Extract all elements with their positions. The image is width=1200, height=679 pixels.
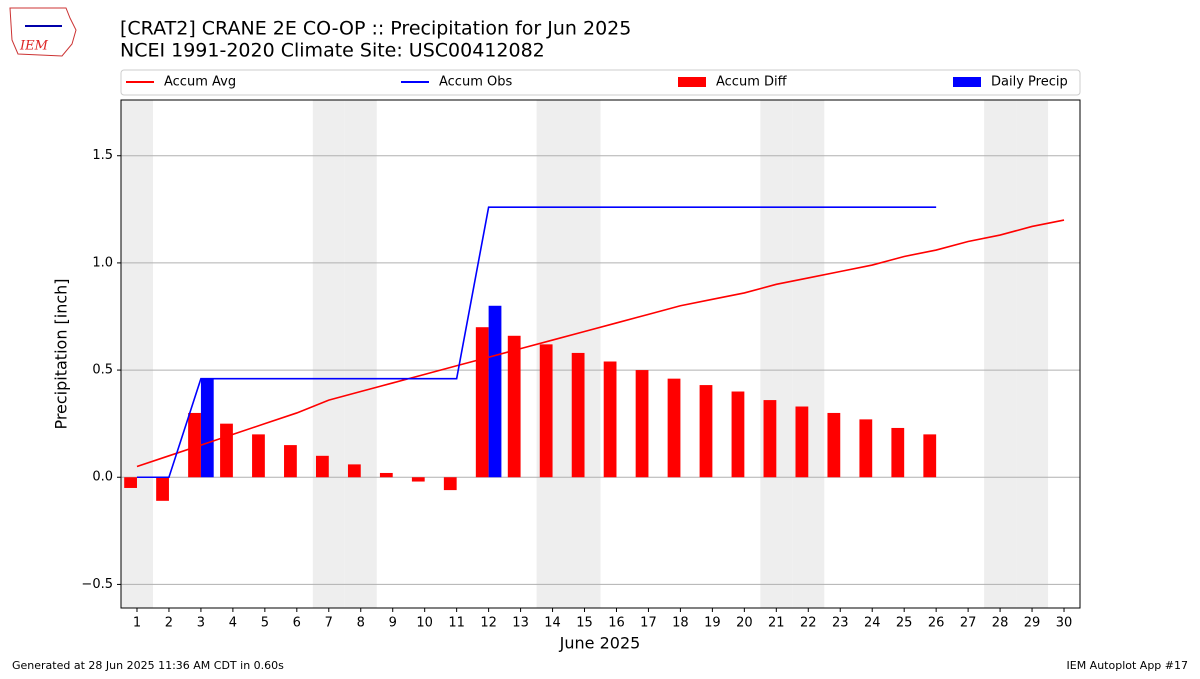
bar bbox=[827, 412, 841, 478]
y-tick-label: −0.5 bbox=[81, 577, 113, 592]
x-tick-label: 19 bbox=[704, 616, 721, 631]
legend-label: Accum Avg bbox=[164, 75, 236, 90]
x-tick-label: 8 bbox=[357, 616, 365, 631]
x-tick-label: 7 bbox=[325, 616, 333, 631]
weekend-shade bbox=[121, 100, 153, 608]
bar bbox=[347, 464, 361, 478]
legend-label: Accum Obs bbox=[439, 75, 512, 90]
x-tick-label: 28 bbox=[992, 616, 1009, 631]
legend-label: Accum Diff bbox=[716, 75, 788, 90]
x-tick-label: 16 bbox=[608, 616, 625, 631]
weekend-shade bbox=[1016, 100, 1049, 608]
x-tick-label: 30 bbox=[1056, 616, 1073, 631]
x-axis-label: June 2025 bbox=[559, 634, 641, 653]
bar bbox=[507, 335, 521, 478]
footer-right: IEM Autoplot App #17 bbox=[1067, 659, 1189, 672]
x-tick-label: 27 bbox=[960, 616, 977, 631]
bar bbox=[763, 400, 777, 478]
plot-frame bbox=[120, 99, 1081, 609]
bar bbox=[252, 434, 265, 478]
logo-text: IEM bbox=[19, 39, 49, 54]
bar bbox=[699, 385, 713, 478]
x-tick-label: 21 bbox=[768, 616, 785, 631]
line bbox=[136, 219, 1065, 468]
weekend-shade bbox=[792, 100, 825, 608]
x-tick-label: 15 bbox=[576, 616, 593, 631]
x-tick-label: 4 bbox=[229, 616, 237, 631]
x-tick-label: 24 bbox=[864, 616, 881, 631]
legend-swatch bbox=[953, 77, 981, 87]
bar bbox=[475, 327, 489, 478]
legend-box bbox=[120, 69, 1081, 96]
footer-left: Generated at 28 Jun 2025 11:36 AM CDT in… bbox=[12, 659, 284, 672]
legend-swatch bbox=[678, 77, 706, 87]
x-tick-label: 26 bbox=[928, 616, 945, 631]
y-tick-label: 1.5 bbox=[92, 148, 113, 163]
x-tick-label: 20 bbox=[736, 616, 753, 631]
bar bbox=[635, 370, 649, 478]
x-tick-label: 17 bbox=[640, 616, 657, 631]
y-tick-label: 0.5 bbox=[92, 363, 113, 378]
x-tick-label: 6 bbox=[293, 616, 301, 631]
bar bbox=[284, 445, 297, 478]
bar bbox=[603, 361, 617, 478]
x-tick-label: 1 bbox=[133, 616, 141, 631]
weekend-shade bbox=[760, 100, 793, 608]
bar bbox=[571, 352, 585, 478]
bar bbox=[220, 423, 233, 478]
chart-subtitle: NCEI 1991-2020 Climate Site: USC00412082 bbox=[120, 40, 545, 62]
y-tick-label: 1.0 bbox=[92, 255, 113, 270]
x-tick-label: 3 bbox=[197, 616, 205, 631]
bar bbox=[859, 419, 873, 478]
weekend-shade bbox=[344, 100, 377, 608]
y-tick-label: 0.0 bbox=[92, 470, 113, 485]
x-tick-label: 11 bbox=[448, 616, 465, 631]
weekend-shade bbox=[984, 100, 1017, 608]
bar bbox=[156, 477, 169, 501]
bar bbox=[200, 378, 214, 478]
x-tick-label: 9 bbox=[389, 616, 397, 631]
x-tick-label: 25 bbox=[896, 616, 913, 631]
weekend-shade bbox=[312, 100, 345, 608]
bar bbox=[923, 434, 937, 478]
bar bbox=[124, 477, 137, 488]
bar bbox=[795, 406, 809, 478]
bar bbox=[731, 391, 745, 478]
bar bbox=[443, 477, 457, 491]
line bbox=[136, 206, 937, 479]
bar bbox=[379, 472, 393, 478]
x-tick-label: 22 bbox=[800, 616, 817, 631]
bar bbox=[411, 477, 425, 482]
x-tick-label: 13 bbox=[512, 616, 529, 631]
bar bbox=[667, 378, 681, 478]
bar bbox=[539, 344, 553, 478]
x-tick-label: 12 bbox=[480, 616, 497, 631]
x-tick-label: 18 bbox=[672, 616, 689, 631]
x-tick-label: 14 bbox=[544, 616, 561, 631]
x-tick-label: 10 bbox=[416, 616, 433, 631]
y-axis-label: Precipitation [inch] bbox=[52, 278, 71, 429]
x-tick-label: 2 bbox=[165, 616, 173, 631]
bar bbox=[488, 305, 502, 478]
legend-label: Daily Precip bbox=[991, 75, 1068, 90]
bar bbox=[891, 427, 905, 478]
logo: IEM bbox=[9, 7, 77, 57]
bar bbox=[315, 455, 329, 478]
chart-title: [CRAT2] CRANE 2E CO-OP :: Precipitation … bbox=[120, 18, 631, 40]
x-tick-label: 5 bbox=[261, 616, 269, 631]
x-tick-label: 23 bbox=[832, 616, 849, 631]
x-tick-label: 29 bbox=[1024, 616, 1041, 631]
bar bbox=[188, 412, 201, 478]
